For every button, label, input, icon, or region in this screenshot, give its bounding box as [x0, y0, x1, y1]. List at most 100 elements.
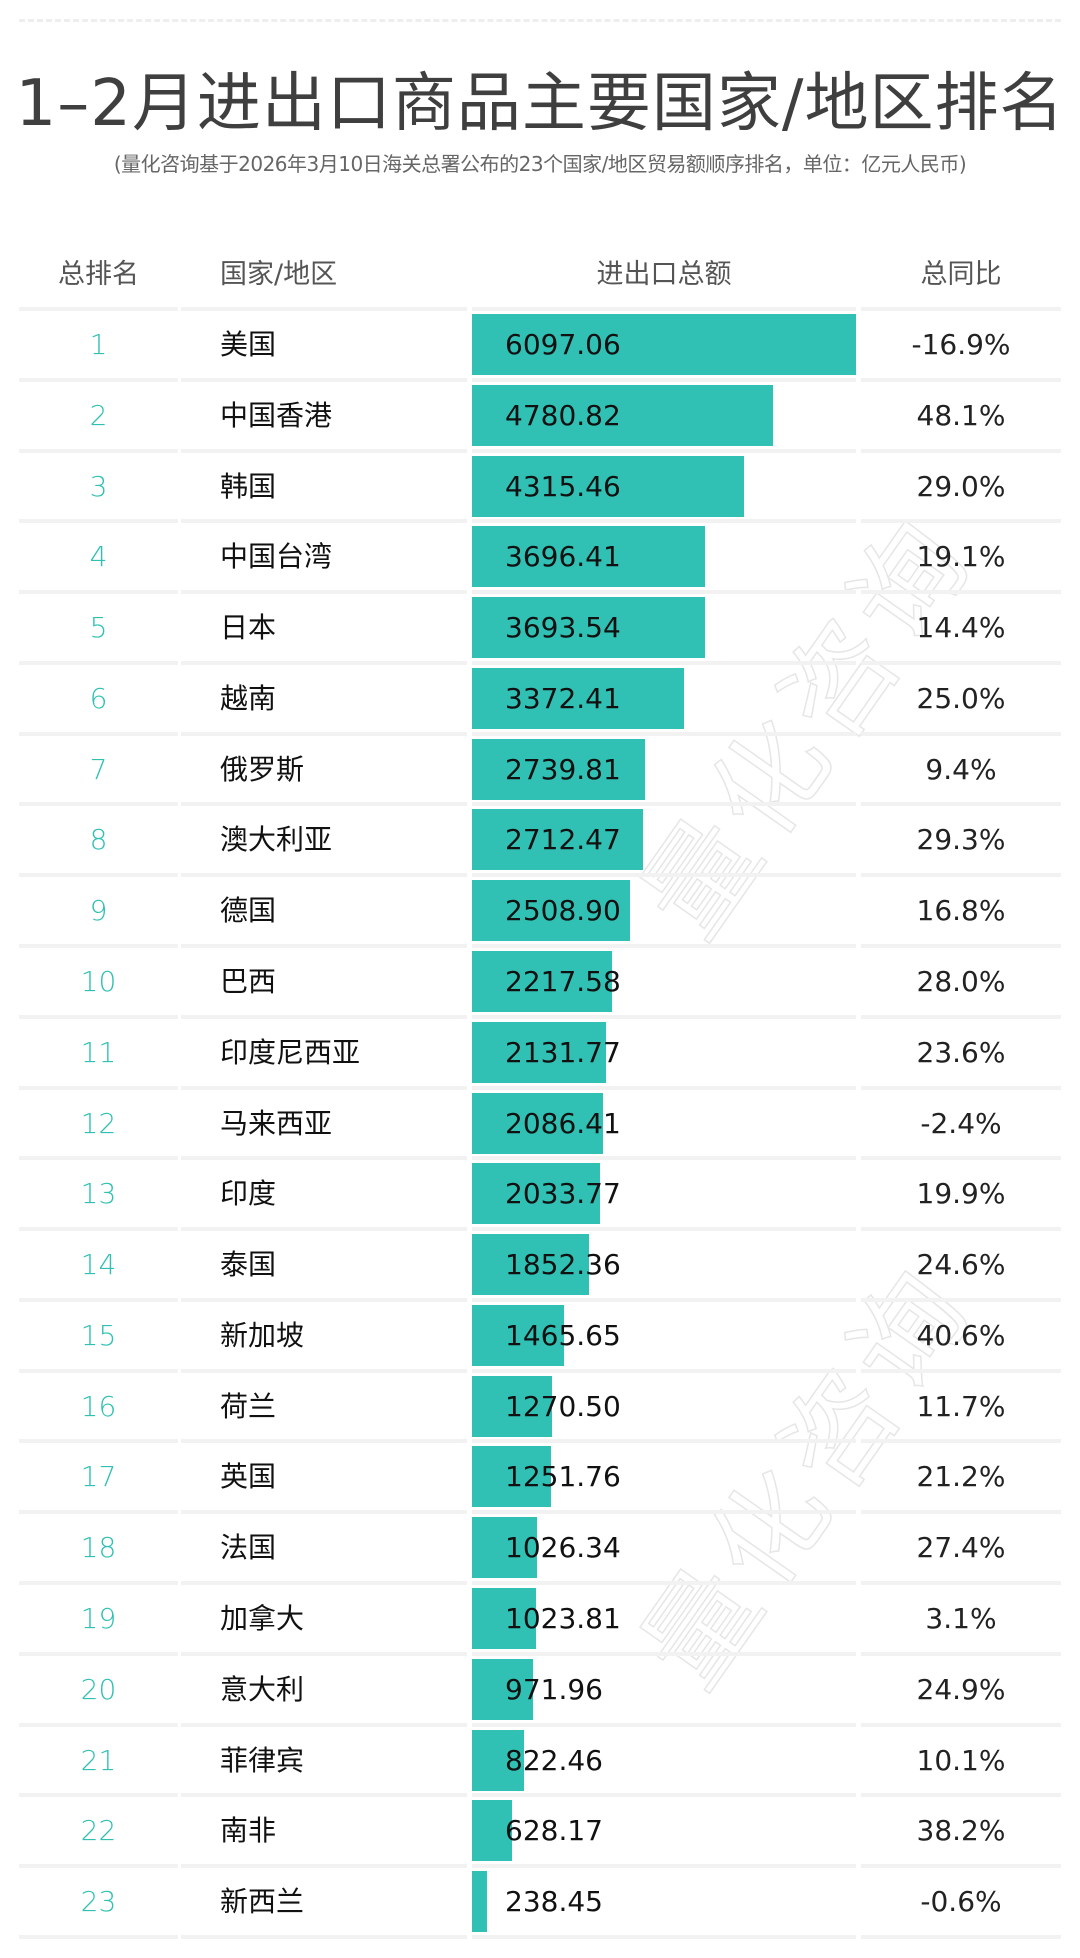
row-separator	[861, 1368, 1061, 1373]
row-separator	[861, 873, 1061, 878]
total-value: 822.46	[505, 1743, 603, 1777]
row-separator	[181, 1651, 467, 1656]
row-separator	[472, 1297, 856, 1302]
row-separator	[472, 873, 856, 878]
row-separator	[472, 944, 856, 949]
row-separator	[181, 802, 467, 807]
rank-cell: 20	[80, 1672, 117, 1706]
country-cell: 菲律宾	[220, 1743, 305, 1777]
row-separator	[19, 448, 178, 453]
row-separator	[861, 1864, 1061, 1869]
country-cell: 新西兰	[220, 1885, 305, 1919]
row-separator	[19, 1722, 178, 1727]
total-value: 4315.46	[505, 469, 621, 503]
total-bar	[472, 951, 612, 1013]
country-cell: 中国香港	[220, 398, 333, 432]
row-separator	[181, 448, 467, 453]
row-separator	[19, 1156, 178, 1161]
rank-cell: 13	[80, 1177, 117, 1211]
column-header-total: 进出口总额	[596, 259, 732, 290]
table-row: 19 加拿大 1023.81 3.1%	[0, 1581, 1080, 1652]
total-bar	[472, 1021, 606, 1083]
row-separator	[19, 944, 178, 949]
row-separator	[19, 1085, 178, 1090]
table-row: 1 美国 6097.06 -16.9%	[0, 307, 1080, 378]
row-separator	[861, 1510, 1061, 1515]
table-row: 17 英国 1251.76 21.2%	[0, 1439, 1080, 1510]
country-cell: 日本	[220, 611, 277, 645]
row-separator	[472, 1722, 856, 1727]
total-bar	[472, 384, 773, 446]
rank-cell: 19	[80, 1602, 117, 1636]
table-row: 21 菲律宾 822.46 10.1%	[0, 1722, 1080, 1794]
country-cell: 印度	[220, 1177, 277, 1211]
country-cell: 越南	[220, 681, 277, 715]
row-separator	[472, 590, 856, 595]
country-cell: 泰国	[220, 1248, 277, 1282]
table-row: 11 印度尼西亚 2131.77 23.6%	[0, 1014, 1080, 1086]
row-separator	[19, 1227, 178, 1232]
total-bar	[472, 1729, 524, 1791]
row-separator	[19, 1581, 178, 1586]
row-separator	[861, 1793, 1061, 1798]
row-separator	[472, 1864, 856, 1869]
page-subtitle: (量化咨询基于2026年3月10日海关总署公布的23个国家/地区贸易额顺序排名，…	[113, 152, 967, 176]
country-cell: 俄罗斯	[220, 752, 305, 786]
country-cell: 巴西	[220, 965, 277, 999]
column-header-country: 国家/地区	[220, 259, 338, 290]
row-separator	[861, 377, 1061, 382]
row-separator	[181, 307, 467, 311]
yoy-cell: 19.1%	[916, 540, 1006, 574]
yoy-cell: -2.4%	[920, 1106, 1002, 1140]
row-separator	[181, 1934, 467, 1939]
yoy-cell: 25.0%	[916, 681, 1006, 715]
table-row: 6 越南 3372.41 25.0%	[0, 660, 1080, 732]
row-separator	[181, 590, 467, 595]
row-separator	[861, 1156, 1061, 1161]
country-cell: 韩国	[220, 469, 277, 503]
row-separator	[861, 731, 1061, 736]
total-value: 1852.36	[505, 1248, 621, 1282]
yoy-cell: 19.9%	[916, 1177, 1006, 1211]
rank-cell: 7	[89, 752, 108, 786]
country-cell: 意大利	[220, 1672, 305, 1706]
total-bar	[472, 809, 643, 871]
row-separator	[472, 1227, 856, 1232]
row-separator	[861, 1014, 1061, 1019]
row-separator	[472, 1651, 856, 1656]
total-value: 6097.06	[505, 328, 621, 361]
row-separator	[472, 660, 856, 665]
total-bar	[472, 1375, 552, 1437]
total-value: 3696.41	[505, 540, 621, 574]
total-bar	[472, 1658, 533, 1720]
row-separator	[472, 519, 856, 524]
row-separator	[19, 1368, 178, 1373]
row-separator	[19, 1864, 178, 1869]
yoy-cell: 24.6%	[916, 1248, 1006, 1282]
row-separator	[19, 1014, 178, 1019]
table-row: 7 俄罗斯 2739.81 9.4%	[0, 731, 1080, 803]
row-separator	[181, 873, 467, 878]
total-value: 628.17	[505, 1814, 603, 1848]
table-row: 10 巴西 2217.58 28.0%	[0, 944, 1080, 1015]
rank-cell: 17	[80, 1460, 117, 1494]
rank-cell: 14	[80, 1248, 117, 1282]
total-value: 1270.50	[505, 1389, 621, 1423]
row-separator	[472, 307, 856, 311]
row-separator	[861, 1439, 1061, 1444]
rank-cell: 10	[80, 965, 117, 999]
table-row: 5 日本 3693.54 14.4%	[0, 590, 1080, 661]
rank-cell: 15	[80, 1318, 117, 1352]
row-separator	[472, 1156, 856, 1161]
yoy-cell: 14.4%	[916, 611, 1006, 645]
yoy-cell: 23.6%	[916, 1035, 1006, 1069]
rank-cell: 2	[89, 398, 108, 432]
row-separator	[181, 1297, 467, 1302]
yoy-cell: 21.2%	[916, 1460, 1006, 1494]
rank-cell: 12	[80, 1106, 117, 1140]
row-separator	[861, 1085, 1061, 1090]
country-cell: 印度尼西亚	[220, 1035, 361, 1069]
yoy-cell: 48.1%	[916, 398, 1006, 432]
row-separator	[861, 448, 1061, 453]
row-separator	[181, 1156, 467, 1161]
